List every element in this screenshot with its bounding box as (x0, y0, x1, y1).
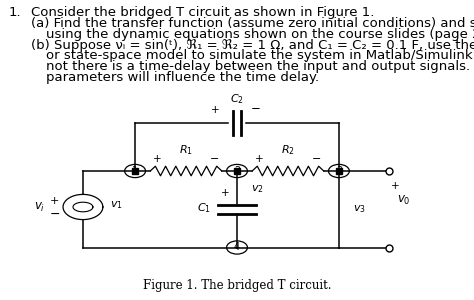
Text: $v_3$: $v_3$ (353, 203, 366, 215)
Text: +: + (255, 154, 263, 164)
Text: $R_2$: $R_2$ (281, 143, 295, 157)
Text: −: − (251, 102, 261, 115)
Text: using the dynamic equations shown on the course slides (page 22).: using the dynamic equations shown on the… (46, 28, 474, 41)
Text: (a) Find the transfer function (assume zero initial conditions) and state-space : (a) Find the transfer function (assume z… (31, 17, 474, 30)
Text: −: − (210, 154, 219, 164)
Text: $C_1$: $C_1$ (197, 201, 211, 215)
Text: $v_1$: $v_1$ (110, 199, 123, 211)
Text: (b) Suppose νᵢ = sin(ᵗ), ℜ₁ = ℜ₂ = 1 Ω, and C₁ = C₂ = 0.1 F, use the built trans: (b) Suppose νᵢ = sin(ᵗ), ℜ₁ = ℜ₂ = 1 Ω, … (31, 39, 474, 52)
Text: +: + (211, 105, 220, 115)
Text: +: + (221, 188, 229, 198)
Text: 2: 2 (234, 166, 240, 176)
Text: −: − (312, 154, 321, 164)
Text: +: + (153, 154, 161, 164)
Text: not there is a time-delay between the input and output signals. Try to find whic: not there is a time-delay between the in… (46, 60, 474, 73)
Text: 3: 3 (336, 166, 342, 176)
Text: $v_0$: $v_0$ (397, 194, 411, 207)
Text: $R_1$: $R_1$ (179, 143, 193, 157)
Text: $C_2$: $C_2$ (230, 93, 244, 106)
Text: parameters will influence the time delay.: parameters will influence the time delay… (46, 70, 319, 83)
Text: +: + (391, 181, 400, 190)
Text: −: − (49, 208, 60, 221)
Text: 4: 4 (234, 242, 240, 253)
Text: $v_i$: $v_i$ (34, 200, 45, 214)
Text: 1: 1 (132, 166, 138, 176)
Text: Figure 1. The bridged T circuit.: Figure 1. The bridged T circuit. (143, 280, 331, 292)
Text: 1.: 1. (9, 6, 21, 19)
Text: +: + (50, 196, 59, 206)
Text: $v_2$: $v_2$ (251, 183, 264, 195)
Text: or state-space model to simulate the system in Matlab/Simulink and check whether: or state-space model to simulate the sys… (46, 50, 474, 62)
Text: Consider the bridged T circuit as shown in Figure 1.: Consider the bridged T circuit as shown … (31, 6, 374, 19)
